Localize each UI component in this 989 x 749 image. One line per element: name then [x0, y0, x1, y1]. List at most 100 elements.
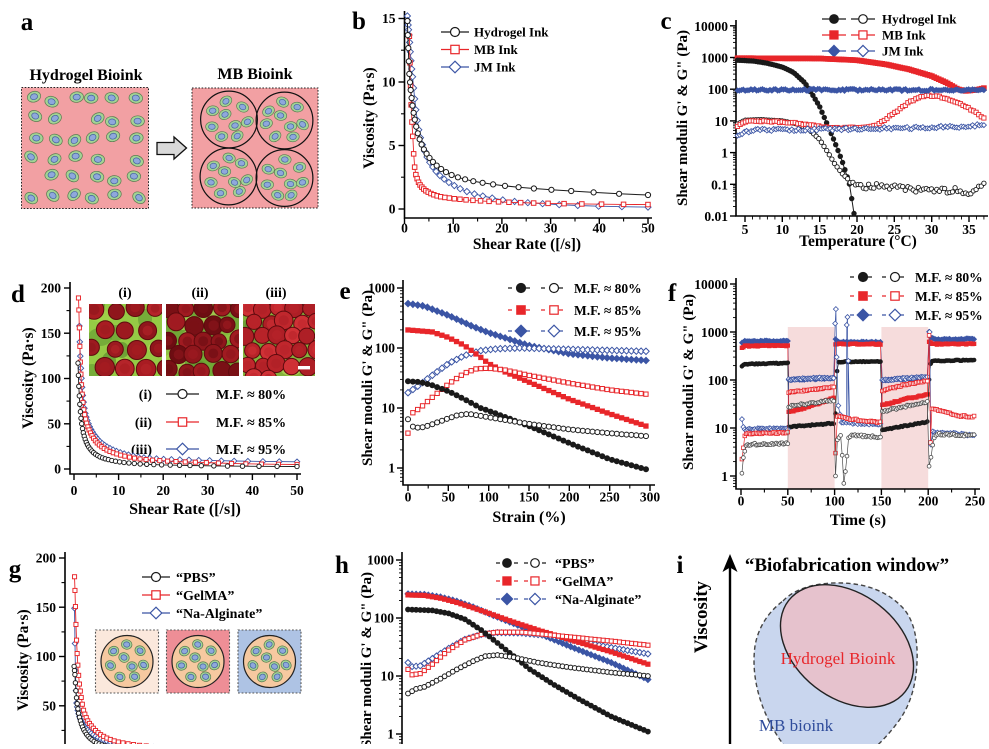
svg-text:50: 50	[442, 490, 456, 505]
svg-text:30: 30	[544, 221, 558, 236]
svg-text:M.F. ≈ 85%: M.F. ≈ 85%	[216, 416, 286, 431]
svg-text:a: a	[21, 9, 34, 36]
svg-text:150: 150	[871, 494, 892, 509]
svg-text:0: 0	[389, 202, 396, 217]
svg-text:40: 40	[593, 221, 607, 236]
svg-text:200: 200	[918, 494, 939, 509]
svg-text:50: 50	[290, 483, 304, 498]
svg-text:35: 35	[962, 222, 976, 237]
svg-text:“Na-Alginate”: “Na-Alginate”	[555, 593, 641, 608]
svg-text:Shear Rate ([/s]): Shear Rate ([/s])	[473, 236, 581, 253]
svg-text:“PBS”: “PBS”	[555, 557, 595, 572]
svg-text:1: 1	[721, 469, 728, 484]
svg-text:5: 5	[389, 138, 396, 153]
svg-text:1000: 1000	[701, 325, 728, 340]
svg-text:g: g	[9, 556, 22, 583]
svg-text:“GelMA”: “GelMA”	[555, 575, 613, 590]
svg-text:Time (s): Time (s)	[830, 512, 886, 529]
svg-text:M.F. ≈ 80%: M.F. ≈ 80%	[574, 281, 642, 296]
svg-text:100: 100	[479, 490, 500, 505]
svg-text:Hydrogel Bioink: Hydrogel Bioink	[781, 649, 896, 668]
svg-text:M.F. ≈ 80%: M.F. ≈ 80%	[915, 270, 983, 285]
svg-text:JM Ink: JM Ink	[474, 60, 516, 75]
svg-text:100: 100	[41, 371, 62, 386]
svg-text:“PBS”: “PBS”	[176, 571, 216, 586]
svg-text:Shear Rate ([/s]): Shear Rate ([/s])	[129, 501, 241, 518]
svg-text:10: 10	[776, 222, 790, 237]
svg-text:100: 100	[708, 82, 729, 97]
svg-text:10: 10	[382, 75, 396, 90]
svg-text:250: 250	[965, 494, 986, 509]
svg-text:10000: 10000	[694, 19, 728, 34]
svg-text:“Biofabrication window”: “Biofabrication window”	[745, 555, 949, 576]
svg-text:(ii): (ii)	[191, 286, 208, 301]
svg-text:Shear moduli G' & G" (Pa): Shear moduli G' & G" (Pa)	[360, 290, 376, 466]
svg-text:Viscosity (Pa·s): Viscosity (Pa·s)	[15, 609, 32, 710]
svg-text:10: 10	[715, 114, 729, 129]
svg-text:(ii): (ii)	[135, 416, 152, 431]
svg-text:JM Ink: JM Ink	[882, 44, 924, 59]
svg-text:0: 0	[405, 490, 412, 505]
svg-text:100: 100	[375, 341, 396, 356]
svg-text:“GelMA”: “GelMA”	[176, 589, 234, 604]
svg-text:(iii): (iii)	[266, 286, 287, 301]
svg-text:MB Bioink: MB Bioink	[217, 66, 292, 83]
svg-text:Viscosity: Viscosity	[691, 580, 712, 653]
svg-text:Shear moduli G' & G" (Pa): Shear moduli G' & G" (Pa)	[675, 30, 691, 206]
svg-text:10000: 10000	[694, 277, 728, 292]
svg-text:10: 10	[112, 483, 126, 498]
svg-text:20: 20	[156, 483, 170, 498]
svg-text:100: 100	[824, 494, 845, 509]
svg-text:30: 30	[925, 222, 939, 237]
svg-text:200: 200	[36, 551, 57, 566]
svg-text:200: 200	[559, 490, 580, 505]
svg-text:MB Ink: MB Ink	[882, 28, 926, 43]
svg-text:250: 250	[600, 490, 621, 505]
svg-text:20: 20	[495, 221, 509, 236]
svg-text:40: 40	[246, 483, 260, 498]
svg-text:Strain (%): Strain (%)	[492, 509, 565, 526]
svg-text:0: 0	[54, 462, 61, 477]
svg-text:h: h	[335, 552, 349, 579]
svg-text:0: 0	[71, 483, 78, 498]
svg-text:0.01: 0.01	[704, 209, 728, 224]
svg-text:10: 10	[382, 401, 396, 416]
svg-text:M.F. ≈ 85%: M.F. ≈ 85%	[915, 289, 983, 304]
svg-text:d: d	[11, 281, 25, 308]
svg-text:100: 100	[36, 649, 57, 664]
svg-text:30: 30	[201, 483, 215, 498]
svg-text:M.F. ≈ 95%: M.F. ≈ 95%	[915, 308, 983, 323]
svg-text:0.1: 0.1	[711, 177, 728, 192]
svg-text:150: 150	[41, 326, 62, 341]
svg-text:100: 100	[374, 611, 395, 626]
svg-text:Shear moduli G' & G" (Pa): Shear moduli G' & G" (Pa)	[359, 572, 375, 744]
svg-text:(i): (i)	[118, 286, 132, 301]
svg-text:c: c	[660, 8, 671, 35]
svg-text:M.F. ≈ 95%: M.F. ≈ 95%	[574, 324, 642, 339]
svg-text:MB bioink: MB bioink	[759, 716, 834, 735]
svg-text:0: 0	[401, 221, 408, 236]
svg-text:50: 50	[781, 494, 795, 509]
svg-text:10: 10	[381, 669, 395, 684]
svg-text:“Na-Alginate”: “Na-Alginate”	[176, 607, 262, 622]
svg-text:0: 0	[738, 494, 745, 509]
svg-text:Viscosity (Pa·s): Viscosity (Pa·s)	[361, 67, 378, 168]
svg-text:1000: 1000	[701, 51, 728, 66]
svg-text:5: 5	[742, 222, 749, 237]
svg-text:200: 200	[41, 281, 62, 296]
svg-text:f: f	[668, 280, 677, 307]
svg-text:Shear moduli G' & G" (Pa): Shear moduli G' & G" (Pa)	[681, 294, 697, 470]
svg-text:M.F. ≈ 85%: M.F. ≈ 85%	[574, 303, 642, 318]
svg-text:1: 1	[387, 727, 394, 742]
svg-text:e: e	[339, 278, 350, 305]
svg-text:M.F. ≈ 95%: M.F. ≈ 95%	[216, 443, 286, 458]
svg-text:1: 1	[721, 146, 728, 161]
svg-text:100: 100	[708, 373, 729, 388]
svg-text:i: i	[677, 552, 684, 579]
svg-text:150: 150	[519, 490, 540, 505]
svg-text:1: 1	[388, 461, 395, 476]
svg-text:15: 15	[382, 11, 396, 26]
svg-text:50: 50	[641, 221, 655, 236]
svg-text:Temperature (°C): Temperature (°C)	[799, 233, 917, 250]
svg-text:50: 50	[43, 698, 57, 713]
